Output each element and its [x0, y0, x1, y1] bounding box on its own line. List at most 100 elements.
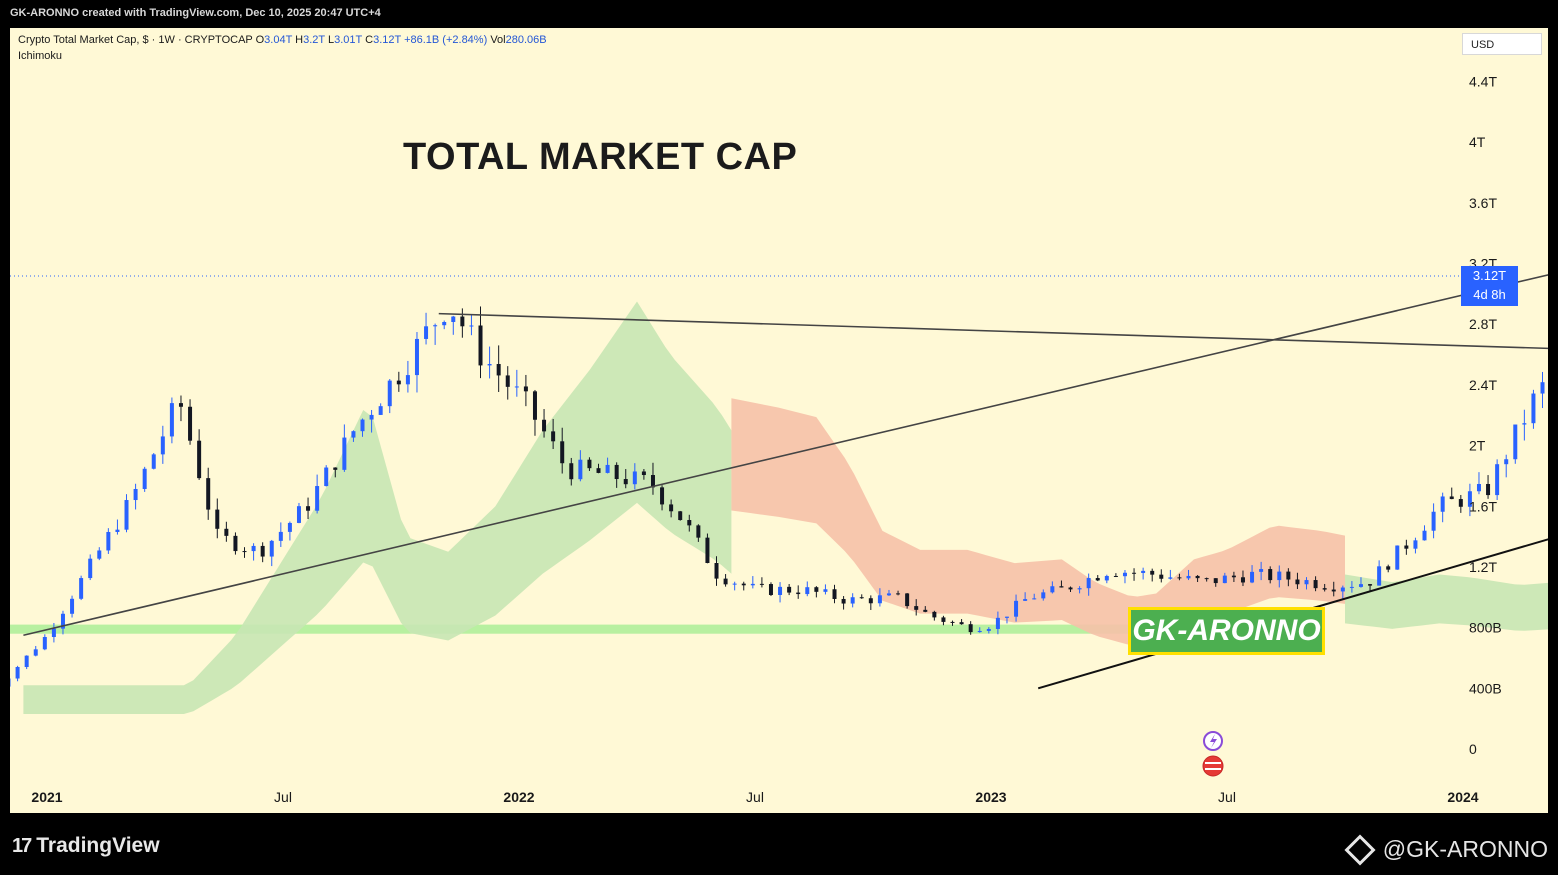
symbol-label[interactable]: Crypto Total Market Cap, $ · 1W · CRYPTO… — [18, 34, 253, 46]
candle-body — [215, 509, 220, 529]
author-name: @GK-ARONNO — [1382, 836, 1548, 862]
candle-body — [360, 419, 365, 432]
candle-body — [1386, 566, 1391, 570]
candle-body — [1513, 424, 1518, 460]
candle-body — [1132, 572, 1137, 574]
candle-body — [1141, 570, 1146, 573]
candle-body — [378, 406, 383, 415]
candle-body — [787, 586, 792, 593]
y-tick-label: 1.2T — [1469, 559, 1497, 575]
candle-body — [1522, 423, 1527, 425]
footer-bar — [0, 813, 1558, 875]
candle-body — [1277, 571, 1282, 581]
last-price-value: 3.12T — [1472, 268, 1507, 283]
candle-body — [24, 655, 29, 668]
credit-text: GK-ARONNO created with TradingView.com, … — [10, 7, 381, 19]
candle-body — [868, 598, 873, 604]
watermark-stamp: GK-ARONNO — [1128, 607, 1325, 655]
candle-body — [578, 459, 583, 480]
candle-body — [1458, 499, 1463, 507]
close-label: C — [365, 34, 374, 46]
candle-body — [287, 522, 292, 532]
candle-body — [1032, 598, 1037, 600]
candle-body — [877, 595, 882, 604]
y-tick-label: 0 — [1469, 741, 1477, 757]
candle-body — [1095, 578, 1100, 581]
candle-body — [469, 325, 474, 327]
candle-body — [369, 414, 374, 420]
candle-body — [950, 621, 955, 623]
candle-body — [1213, 578, 1218, 584]
candle-body — [324, 467, 329, 487]
candle-body — [306, 506, 311, 511]
candle-body — [115, 529, 120, 532]
candle-body — [1113, 575, 1118, 577]
candle-body — [88, 558, 93, 579]
y-tick-label: 4T — [1469, 134, 1486, 150]
candle-body — [42, 636, 47, 650]
candle-body — [1540, 382, 1545, 394]
candle-body — [405, 375, 410, 385]
candle-body — [505, 375, 510, 387]
candle-body — [660, 487, 665, 505]
candle-body — [487, 364, 492, 366]
candle-body — [551, 431, 556, 442]
candle-body — [106, 531, 111, 551]
flag-stripe-icon — [1205, 768, 1221, 770]
ichimoku-cloud — [23, 301, 1548, 714]
candle-body — [914, 606, 919, 610]
candle-body — [351, 431, 356, 438]
candle-body — [124, 500, 129, 530]
event-icons — [1202, 731, 1224, 777]
candle-body — [460, 316, 465, 327]
trendline[interactable] — [438, 312, 1548, 367]
candle-body — [1449, 496, 1454, 500]
candle-body — [70, 598, 75, 614]
candle-body — [1504, 459, 1509, 465]
candle-body — [1467, 491, 1472, 507]
candle-body — [641, 471, 646, 476]
change-value: +86.1B (+2.84%) — [404, 34, 488, 46]
bull-cloud — [23, 301, 732, 714]
candle-body — [1077, 588, 1082, 590]
candle-body — [923, 609, 928, 612]
y-tick-label: 4.4T — [1469, 74, 1497, 90]
candle-body — [1340, 587, 1345, 592]
candle-body — [169, 403, 174, 437]
candle-body — [151, 454, 156, 469]
chart-legend[interactable]: Crypto Total Market Cap, $ · 1W · CRYPTO… — [18, 34, 547, 62]
indicator-label[interactable]: Ichimoku — [18, 50, 63, 62]
candle-body — [1059, 586, 1064, 588]
candle-body — [478, 325, 483, 366]
candle-body — [1377, 566, 1382, 586]
candle-body — [1250, 571, 1255, 583]
candle-body — [1422, 530, 1427, 541]
x-axis[interactable]: 2021Jul2022Jul2023Jul2024Jul2025Jul2026J… — [31, 789, 1548, 805]
candle-body — [1395, 545, 1400, 570]
candle-body — [1286, 571, 1291, 580]
x-tick-label: 2024 — [1447, 789, 1478, 805]
candle-body — [260, 545, 265, 557]
candle-body — [1023, 599, 1028, 601]
candle-body — [1331, 589, 1336, 592]
candle-body — [206, 478, 211, 510]
candle-body — [1476, 483, 1481, 492]
candle-body — [251, 545, 256, 552]
candle-body — [523, 386, 528, 392]
tradingview-logo[interactable]: 17 TradingView — [12, 834, 160, 858]
candle-body — [532, 391, 537, 420]
us-flag-event-icon[interactable] — [1202, 755, 1224, 777]
candle-body — [1014, 600, 1019, 617]
candle-body — [932, 611, 937, 618]
candle-body — [669, 504, 674, 512]
currency-selector[interactable]: USD — [1462, 33, 1542, 55]
candle-body — [623, 479, 628, 485]
candle-body — [596, 468, 601, 473]
candle-body — [832, 589, 837, 599]
y-axis[interactable]: 4.4T4T3.6T3.2T2.8T2.4T2T1.6T1.2T800B400B… — [1469, 74, 1502, 757]
trendline[interactable] — [23, 66, 1548, 637]
flag-stripe-icon — [1205, 762, 1221, 764]
price-chart[interactable]: 4.4T 4T 3.6T 3.2T 2.8T 2.4T 2T 1.6T 1.2T 800B 400B… — [10, 28, 1548, 813]
candle-body — [995, 617, 1000, 629]
candle-body — [614, 464, 619, 480]
